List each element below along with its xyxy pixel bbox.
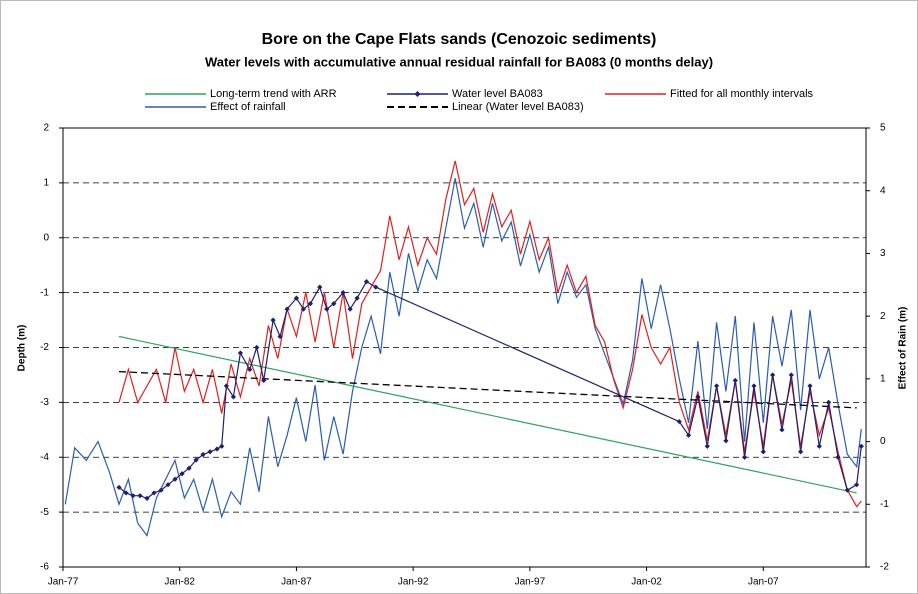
- y-tick-label: -4: [40, 452, 49, 463]
- y2-tick-label: 1: [880, 373, 886, 384]
- point-marker: [270, 317, 276, 323]
- point-marker: [293, 295, 300, 301]
- point-marker: [732, 377, 738, 384]
- point-marker: [130, 493, 136, 499]
- legend-label: Linear (Water level BA083): [452, 101, 584, 113]
- legend-label: Long-term trend with ARR: [210, 88, 337, 100]
- x-tick-label: Jan-07: [748, 577, 779, 588]
- series-line: [64, 178, 862, 537]
- series-line: [118, 335, 857, 494]
- x-tick-label: Jan-77: [48, 577, 79, 588]
- x-tick-label: Jan-02: [631, 577, 662, 588]
- point-marker: [116, 484, 122, 491]
- point-marker: [193, 457, 199, 463]
- point-marker: [284, 306, 290, 312]
- point-marker: [331, 301, 337, 307]
- point-marker: [219, 443, 225, 449]
- plot-frame: [62, 127, 867, 568]
- x-tick-label: Jan-82: [164, 577, 195, 588]
- point-marker: [200, 451, 206, 458]
- point-marker: [788, 372, 794, 378]
- point-marker: [123, 490, 129, 496]
- y-tick-label: -1: [40, 287, 49, 298]
- point-marker: [307, 301, 314, 307]
- point-marker: [779, 427, 785, 433]
- point-marker: [695, 394, 701, 400]
- point-marker: [751, 383, 757, 389]
- x-tick-label: Jan-97: [515, 577, 546, 588]
- y-tick-label: 2: [43, 123, 49, 134]
- y-tick-label: -2: [40, 342, 49, 353]
- point-marker: [340, 290, 346, 296]
- y-tick-label: -6: [40, 562, 49, 573]
- point-marker: [144, 495, 150, 502]
- point-marker: [230, 394, 237, 400]
- legend-marker: [414, 91, 421, 97]
- point-marker: [714, 383, 720, 389]
- y-tick-label: -5: [40, 507, 49, 518]
- point-marker: [179, 471, 185, 477]
- y-axis-title: Depth (m): [17, 325, 28, 372]
- point-marker: [137, 493, 143, 499]
- point-marker: [798, 449, 804, 455]
- point-marker: [363, 279, 370, 285]
- y2-axis-title: Effect of Rain (m): [898, 307, 909, 390]
- point-marker: [704, 443, 710, 449]
- point-marker: [254, 344, 260, 351]
- point-marker: [373, 284, 379, 290]
- point-marker: [835, 454, 841, 460]
- point-marker: [324, 306, 330, 312]
- y2-tick-label: 0: [880, 436, 886, 447]
- point-marker: [172, 476, 178, 482]
- y2-tick-label: 3: [880, 248, 886, 259]
- point-marker: [844, 487, 850, 493]
- legend-label: Fitted for all monthly intervals: [670, 88, 814, 100]
- series-line: [118, 370, 857, 409]
- point-marker: [354, 295, 360, 301]
- point-marker: [854, 482, 860, 488]
- y2-tick-label: -2: [880, 562, 889, 573]
- point-marker: [214, 446, 220, 452]
- point-marker: [676, 418, 682, 425]
- point-marker: [151, 490, 157, 496]
- point-marker: [317, 284, 323, 290]
- point-marker: [165, 482, 171, 488]
- y2-tick-label: 2: [880, 311, 886, 322]
- point-marker: [247, 366, 253, 373]
- x-tick-label: Jan-87: [281, 577, 312, 588]
- y2-tick-label: 4: [880, 185, 886, 196]
- point-marker: [347, 306, 353, 312]
- y-tick-label: 1: [43, 178, 49, 189]
- point-marker: [186, 465, 192, 471]
- legend-label: Water level BA083: [452, 88, 543, 100]
- chart-subtitle: Water levels with accumulative annual re…: [205, 54, 713, 69]
- point-marker: [685, 432, 692, 438]
- y2-tick-label: -1: [880, 499, 889, 510]
- point-marker: [723, 438, 729, 444]
- point-marker: [770, 372, 776, 378]
- chart-title: Bore on the Cape Flats sands (Cenozoic s…: [262, 31, 657, 48]
- y-tick-label: -3: [40, 397, 49, 408]
- point-marker: [223, 383, 230, 389]
- point-marker: [207, 449, 213, 455]
- x-tick-label: Jan-92: [398, 577, 429, 588]
- point-marker: [816, 443, 822, 449]
- point-marker: [237, 350, 244, 356]
- point-marker: [858, 443, 864, 449]
- legend-label: Effect of rainfall: [210, 101, 286, 113]
- point-marker: [158, 487, 164, 493]
- y-tick-label: 0: [43, 232, 49, 243]
- point-marker: [300, 306, 307, 312]
- point-marker: [760, 449, 766, 455]
- point-marker: [807, 383, 813, 389]
- point-marker: [826, 399, 832, 405]
- point-marker: [742, 454, 748, 460]
- point-marker: [261, 377, 267, 384]
- y2-tick-label: 5: [880, 123, 886, 134]
- point-marker: [277, 333, 283, 340]
